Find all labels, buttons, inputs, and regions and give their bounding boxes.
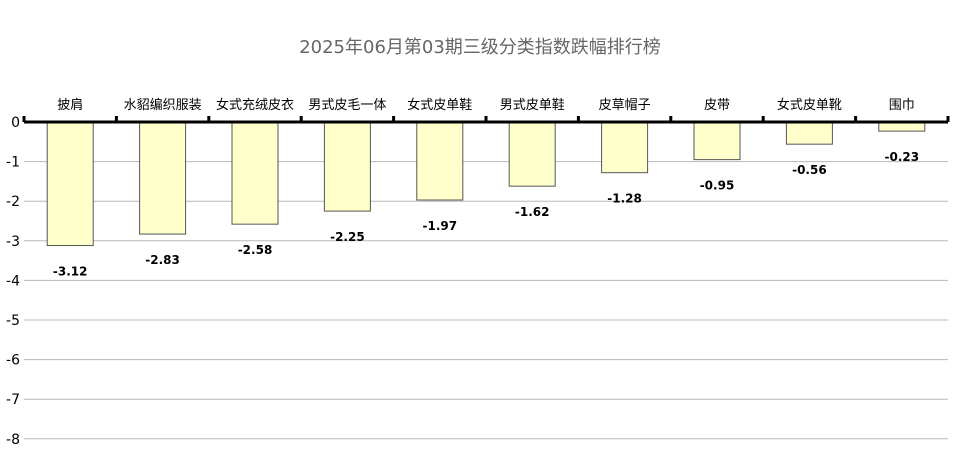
y-tick-label: -3 xyxy=(6,234,20,250)
category-label: 皮草帽子 xyxy=(599,97,651,113)
bars xyxy=(46,121,926,247)
category-labels: 披肩 水貂编织服装 女式充绒皮衣 男式皮毛一体 女式皮单鞋 男式皮单鞋 皮草帽子 皮带 女式皮单… xyxy=(57,97,915,113)
category-label: 围巾 xyxy=(889,98,915,113)
data-label: -0.95 xyxy=(700,179,735,193)
bar xyxy=(693,121,741,161)
category-label: 皮带 xyxy=(704,98,730,113)
bar xyxy=(231,121,279,225)
data-label: -2.25 xyxy=(330,230,365,244)
y-axis-ticks: 0 -1 -2 -3 -4 -5 -6 -7 -8 xyxy=(6,115,20,448)
data-label: -2.58 xyxy=(238,243,273,257)
y-tick-label: -2 xyxy=(6,194,20,210)
y-tick-label: -6 xyxy=(6,353,20,369)
category-label: 披肩 xyxy=(57,97,83,113)
data-label: -0.23 xyxy=(885,150,920,164)
category-label: 女式充绒皮衣 xyxy=(216,97,294,113)
y-tick-label: -7 xyxy=(6,392,20,408)
bar xyxy=(323,121,371,212)
bar xyxy=(508,121,556,187)
category-label: 女式皮单靴 xyxy=(777,97,842,113)
category-label: 男式皮毛一体 xyxy=(308,98,386,113)
data-label: -1.28 xyxy=(607,192,642,206)
category-label: 女式皮单鞋 xyxy=(407,97,472,113)
y-tick-label: 0 xyxy=(11,115,20,131)
bar xyxy=(46,121,94,247)
bar xyxy=(601,121,649,174)
data-label: -0.56 xyxy=(792,163,827,177)
category-label: 水貂编织服装 xyxy=(124,98,202,113)
data-label: -1.97 xyxy=(423,219,458,233)
data-labels: -3.12 -2.83 -2.58 -2.25 -1.97 -1.62 -1.28 -0.95… xyxy=(53,150,919,278)
chart-title: 2025年06月第03期三级分类指数跌幅排行榜 xyxy=(299,37,661,58)
bar xyxy=(416,121,464,201)
data-label: -2.83 xyxy=(145,253,180,267)
y-tick-label: -4 xyxy=(6,273,20,289)
y-tick-label: -8 xyxy=(6,432,20,448)
y-tick-label: -1 xyxy=(6,155,20,171)
data-label: -1.62 xyxy=(515,205,550,219)
category-label: 男式皮单鞋 xyxy=(500,97,565,113)
bar xyxy=(785,121,833,145)
data-label: -3.12 xyxy=(53,265,88,279)
x-axis xyxy=(22,116,950,124)
bar xyxy=(139,121,187,235)
y-tick-label: -5 xyxy=(6,313,20,329)
